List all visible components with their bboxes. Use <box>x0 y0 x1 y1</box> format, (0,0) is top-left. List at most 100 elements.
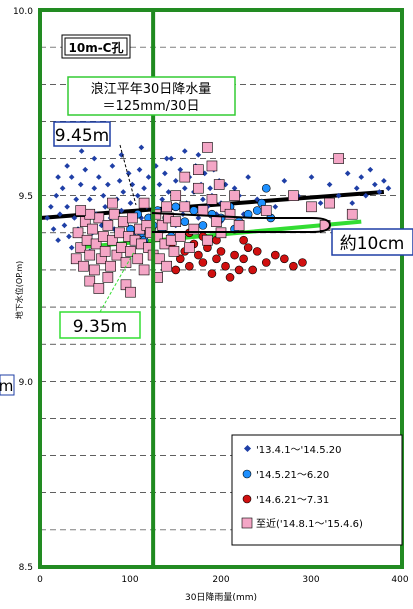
data-point <box>78 260 89 272</box>
legend-label-s4: 至近('14.8.1～'15.4.6) <box>256 517 363 530</box>
data-point <box>180 217 190 226</box>
data-point <box>105 181 111 188</box>
y-tick-label: 10.0 <box>13 7 33 17</box>
data-point <box>102 220 114 231</box>
x-tick-label: 300 <box>302 575 319 585</box>
data-point <box>184 242 195 253</box>
data-point <box>125 246 136 257</box>
data-point <box>252 206 262 215</box>
x-tick-label: 400 <box>391 575 408 585</box>
data-point <box>353 185 360 192</box>
diff-box <box>331 228 413 256</box>
data-point <box>230 250 239 260</box>
data-point <box>159 196 166 203</box>
data-point <box>221 261 230 271</box>
data-point <box>280 254 289 264</box>
left-cut-box <box>0 374 15 396</box>
series-3 <box>166 228 307 282</box>
data-point <box>197 205 209 216</box>
legend-marker-s3 <box>242 494 252 504</box>
data-point <box>125 286 136 298</box>
data-point <box>193 182 204 194</box>
data-point <box>306 201 317 213</box>
data-point <box>261 183 271 193</box>
x-tick-label: 100 <box>121 575 138 585</box>
data-point <box>82 166 89 173</box>
data-point <box>141 185 147 192</box>
legend-label-s2: '14.5.21～6.20 <box>256 470 329 481</box>
data-point <box>175 254 185 264</box>
data-point <box>202 234 213 246</box>
new-level-box <box>59 311 141 339</box>
data-point <box>198 258 208 267</box>
data-point <box>308 174 315 180</box>
diff-label: 約10cm <box>340 234 405 254</box>
chart-frame <box>38 8 404 569</box>
data-point <box>195 151 202 158</box>
data-point <box>181 148 188 154</box>
data-point <box>272 203 279 210</box>
title-box-inner <box>64 37 128 56</box>
data-point <box>168 155 175 162</box>
data-point <box>245 174 251 180</box>
data-point <box>189 206 199 215</box>
data-point <box>239 235 248 245</box>
data-point <box>116 242 127 253</box>
legend-label-s3: '14.6.21～7.31 <box>256 495 329 506</box>
data-point <box>95 174 102 180</box>
data-point <box>134 192 141 199</box>
x-tick-label: 0 <box>37 575 43 585</box>
data-point <box>298 258 307 267</box>
data-point <box>344 170 351 177</box>
data-point <box>68 174 75 180</box>
x-axis-ticks: 0 100 200 300 400 <box>37 575 409 585</box>
legend-marker-s1 <box>243 444 252 453</box>
data-point <box>108 208 120 220</box>
data-point <box>317 200 324 206</box>
data-point <box>324 197 335 209</box>
data-point <box>381 177 387 184</box>
y-tick-label: 9.5 <box>19 192 33 202</box>
data-point <box>64 203 70 210</box>
data-point <box>239 254 248 264</box>
data-point <box>181 185 188 192</box>
legend-marker-s2 <box>242 469 252 479</box>
data-point <box>231 185 238 192</box>
data-point <box>288 190 299 201</box>
data-point <box>117 216 129 227</box>
data-point <box>109 163 116 169</box>
data-point <box>77 181 84 188</box>
data-point <box>99 246 111 257</box>
data-point <box>90 238 102 250</box>
data-point <box>89 264 100 276</box>
data-point <box>71 215 78 221</box>
data-point <box>98 231 109 242</box>
old-level-leader-line <box>119 144 137 206</box>
data-point <box>207 269 217 278</box>
data-point <box>202 142 213 153</box>
data-point <box>174 231 186 242</box>
data-point <box>66 233 72 240</box>
y-tick-label: 8.5 <box>19 563 33 573</box>
data-point <box>138 264 150 276</box>
data-point <box>326 181 333 188</box>
data-point <box>170 190 182 201</box>
data-point <box>161 260 172 272</box>
data-point <box>188 223 200 235</box>
data-point <box>75 242 87 253</box>
data-point <box>107 234 118 246</box>
data-point <box>72 227 84 239</box>
data-point <box>193 164 204 175</box>
data-point <box>78 148 85 154</box>
mean-rainfall-box <box>67 76 236 116</box>
data-point <box>281 177 288 184</box>
data-point <box>172 177 179 184</box>
data-point <box>211 216 222 227</box>
difference-bracket <box>151 212 332 233</box>
data-point <box>145 174 152 180</box>
data-point <box>163 155 170 162</box>
mean-rainfall-value: ＝125mm/30日 <box>102 99 199 114</box>
data-point <box>138 144 145 151</box>
data-point <box>179 171 191 183</box>
